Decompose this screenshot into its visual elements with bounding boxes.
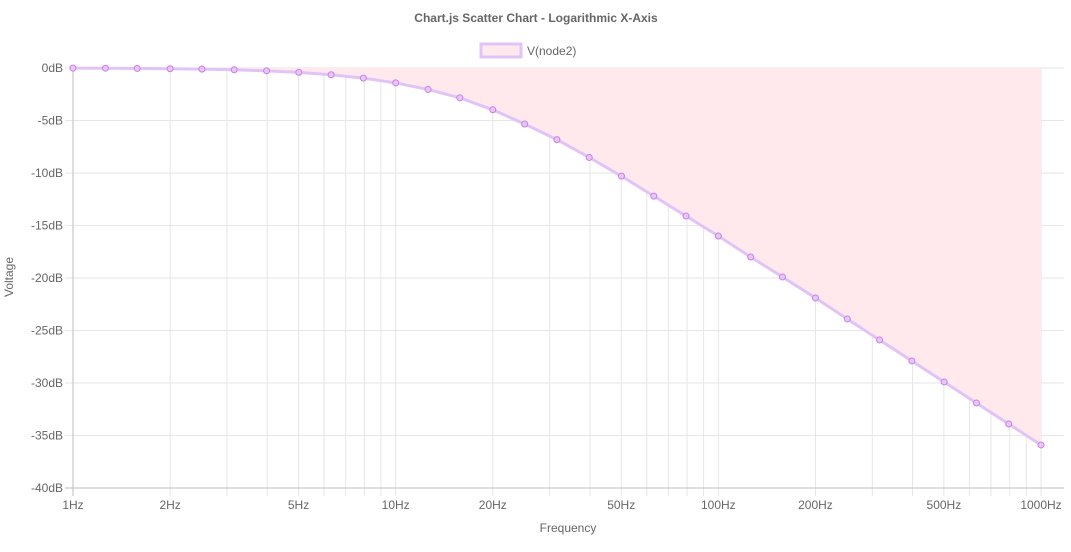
data-point[interactable] [940, 378, 948, 386]
data-point[interactable] [424, 85, 432, 93]
y-tick-label: -35dB [31, 429, 63, 443]
data-point[interactable] [166, 65, 174, 73]
data-point[interactable] [263, 67, 271, 75]
data-point[interactable] [101, 64, 109, 72]
data-point[interactable] [553, 136, 561, 144]
data-point[interactable] [714, 232, 722, 240]
data-point[interactable] [327, 71, 335, 79]
data-point[interactable] [778, 273, 786, 281]
data-point[interactable] [843, 315, 851, 323]
x-tick-label: 1Hz [62, 498, 83, 512]
y-axis-label: Voltage [2, 257, 16, 297]
x-tick-label: 1000Hz [1020, 498, 1061, 512]
y-tick-label: -10dB [31, 166, 63, 180]
data-point[interactable] [392, 79, 400, 87]
data-point[interactable] [650, 192, 658, 200]
data-points [69, 64, 1045, 449]
data-point[interactable] [359, 74, 367, 82]
data-point[interactable] [1005, 420, 1013, 428]
legend-label[interactable]: V(node2) [527, 44, 576, 58]
x-tick-label: 2Hz [159, 498, 180, 512]
data-point[interactable] [198, 65, 206, 73]
series-area [73, 68, 1041, 445]
axes [65, 68, 1064, 496]
data-point[interactable] [908, 357, 916, 365]
data-point[interactable] [133, 64, 141, 72]
y-tick-label: -40dB [31, 481, 63, 495]
x-tick-label: 50Hz [607, 498, 635, 512]
data-point[interactable] [972, 399, 980, 407]
data-point[interactable] [489, 106, 497, 114]
y-tick-label: -25dB [31, 324, 63, 338]
data-point[interactable] [295, 68, 303, 76]
x-tick-label: 500Hz [927, 498, 962, 512]
y-tick-label: -15dB [31, 219, 63, 233]
data-point[interactable] [811, 294, 819, 302]
data-point[interactable] [456, 94, 464, 102]
data-point[interactable] [1037, 441, 1045, 449]
x-axis-ticks: 1Hz 2Hz 5Hz 10Hz 20Hz 50Hz 100Hz 200Hz 500Hz 1000… [62, 498, 1061, 512]
x-tick-label: 5Hz [288, 498, 309, 512]
y-axis-ticks: 0dB -5dB -10dB -15dB -20dB -25dB -30dB -35dB -40… [31, 61, 63, 495]
y-tick-label: -20dB [31, 271, 63, 285]
x-tick-label: 200Hz [798, 498, 833, 512]
y-tick-label: 0dB [42, 61, 63, 75]
data-point[interactable] [876, 336, 884, 344]
data-point[interactable] [69, 64, 77, 72]
data-point[interactable] [682, 212, 690, 220]
data-point[interactable] [747, 253, 755, 261]
data-point[interactable] [521, 120, 529, 128]
data-point[interactable] [585, 153, 593, 161]
y-tick-label: -30dB [31, 376, 63, 390]
data-point[interactable] [230, 66, 238, 74]
y-tick-label: -5dB [38, 114, 63, 128]
x-tick-label: 10Hz [382, 498, 410, 512]
area-fill [73, 68, 1041, 445]
x-tick-label: 20Hz [479, 498, 507, 512]
chart-title: Chart.js Scatter Chart - Logarithmic X-A… [414, 11, 658, 25]
x-tick-label: 100Hz [701, 498, 736, 512]
legend[interactable]: V(node2) [479, 42, 576, 59]
legend-swatch[interactable] [479, 42, 523, 59]
x-axis-label: Frequency [540, 521, 597, 535]
data-point[interactable] [617, 172, 625, 180]
